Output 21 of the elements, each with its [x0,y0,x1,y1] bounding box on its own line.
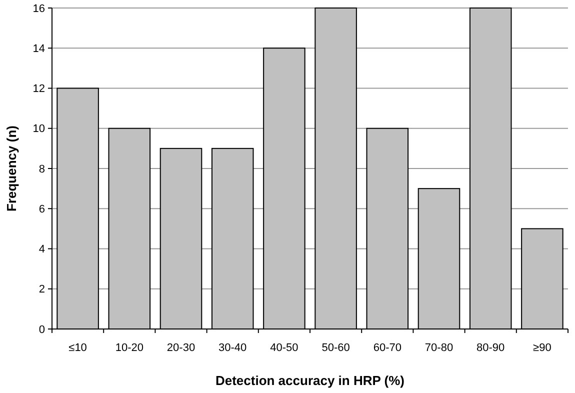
y-tick-label: 0 [38,324,45,336]
x-tick-label: 50-60 [322,342,350,354]
y-tick-label: 6 [38,203,45,216]
x-tick-label: 80-90 [476,342,505,354]
x-axis-title: Detection accuracy in HRP (%) [215,373,405,388]
y-tick-label: 14 [32,42,45,55]
x-tick-label: ≥90 [533,342,552,354]
y-tick-label: 8 [38,163,45,176]
y-tick-label: 4 [38,244,45,256]
x-tick-label: 10-20 [115,342,144,354]
x-tick-label: 40-50 [270,342,298,354]
x-tick-label: 70-80 [424,342,454,354]
y-axis-title: Frequency (n) [4,126,19,212]
y-tick-label: 10 [32,123,45,136]
x-tick-label: 20-30 [166,342,196,354]
y-tick-label: 12 [32,83,45,96]
x-tick-label: 60-70 [373,342,402,354]
x-tick-label: ≤10 [68,342,87,354]
y-tick-label: 16 [32,2,45,15]
x-tick-label: 30-40 [218,342,247,354]
y-tick-label: 2 [38,284,45,296]
